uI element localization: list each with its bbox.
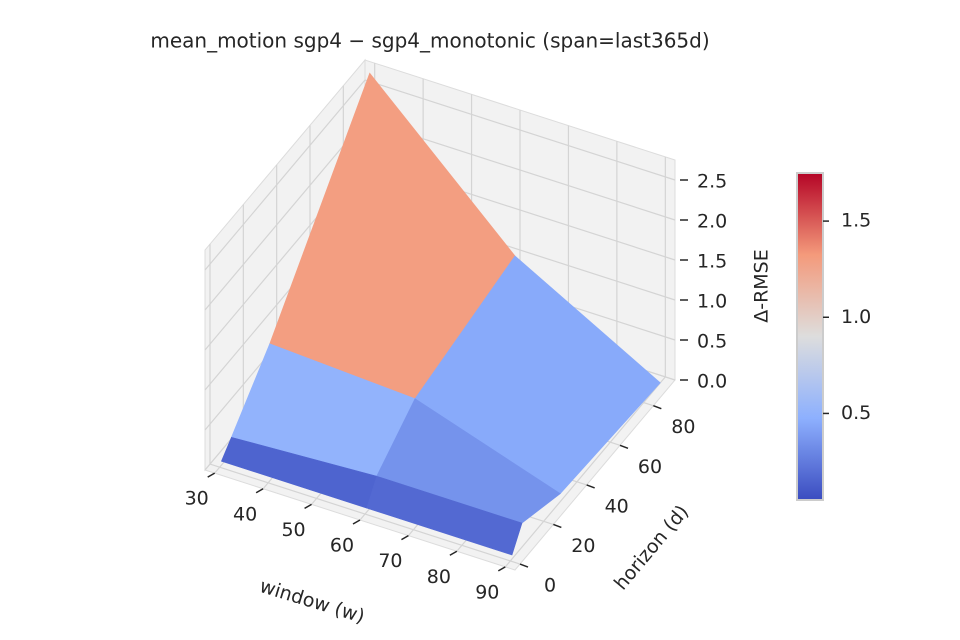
z-tick-label: 1.5 [697, 251, 727, 273]
x-tick-label: 80 [427, 566, 451, 588]
tick-mark [586, 484, 595, 489]
z-tick-label: 2.0 [697, 211, 727, 233]
y-tick-label: 80 [671, 416, 695, 438]
grid-line [364, 79, 676, 181]
colorbar-tick-label: 0.5 [841, 402, 871, 424]
tick-mark [207, 472, 216, 478]
grid-line [204, 119, 366, 311]
grid-line [504, 376, 666, 568]
tick-mark [401, 534, 409, 541]
tick-mark [449, 550, 458, 556]
z-tick-label: 1.0 [697, 291, 727, 313]
z-tick-label: 0.5 [697, 331, 727, 353]
x-tick-label: 40 [233, 503, 257, 525]
surface-cell [366, 475, 523, 556]
x-axis-label: window (w) [257, 575, 367, 628]
x-tick-label: 30 [185, 488, 209, 510]
tick-mark [497, 566, 506, 572]
y-tick-label: 20 [571, 535, 595, 557]
z-tick-label: 0.0 [697, 371, 727, 393]
x-tick-label: 70 [378, 550, 402, 572]
z-tick-label: 2.5 [697, 171, 727, 193]
colorbar-tick-label: 1.5 [841, 210, 871, 232]
tick-mark [304, 503, 312, 510]
y-tick-label: 40 [605, 495, 629, 517]
z-axis-label: Δ-RMSE [751, 249, 773, 323]
tick-mark [553, 523, 562, 529]
tick-mark [352, 519, 361, 525]
x-tick-label: 50 [281, 519, 305, 541]
x-tick-label: 60 [330, 535, 354, 557]
tick-mark [255, 488, 264, 494]
tick-mark [519, 563, 529, 568]
grid-line [204, 79, 366, 271]
chart-title: mean_motion sgp4 − sgp4_monotonic (span=… [150, 29, 709, 53]
grid-line [209, 463, 521, 565]
colorbar [796, 172, 824, 501]
colorbar-tick-label: 1.0 [841, 306, 871, 328]
tick-mark [619, 444, 629, 450]
y-tick-label: 60 [638, 456, 662, 478]
y-tick-label: 0 [544, 575, 556, 597]
tick-mark [653, 405, 662, 410]
x-tick-label: 90 [475, 581, 499, 603]
